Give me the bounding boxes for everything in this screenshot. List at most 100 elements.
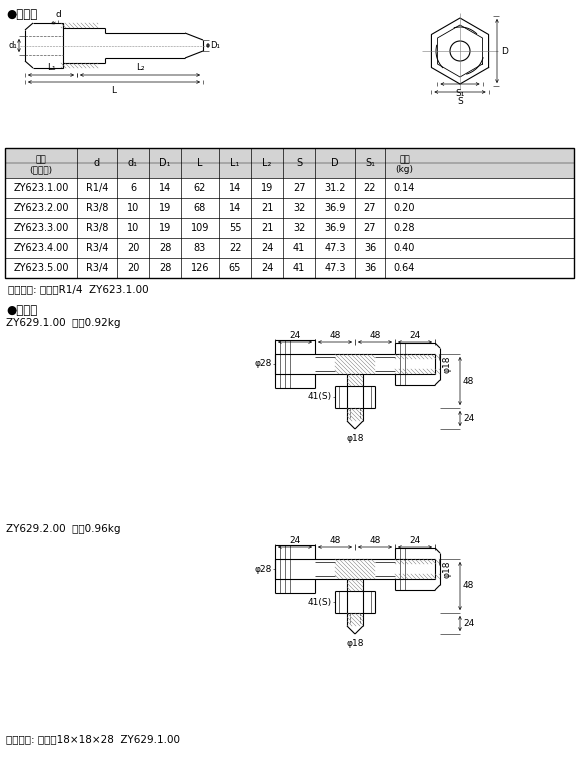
Text: L₁: L₁ <box>47 63 56 72</box>
Bar <box>5 148 574 178</box>
Text: φ18: φ18 <box>346 434 364 443</box>
Text: S₁: S₁ <box>455 89 465 98</box>
Text: R1/4: R1/4 <box>86 183 108 193</box>
Bar <box>5 238 77 258</box>
Text: 0.28: 0.28 <box>394 223 415 233</box>
Text: ZY623.1.00: ZY623.1.00 <box>13 183 69 193</box>
Bar <box>355 198 385 218</box>
Bar <box>181 198 219 218</box>
Text: S: S <box>457 97 463 106</box>
Bar <box>219 178 251 198</box>
Text: φ18: φ18 <box>443 560 452 577</box>
Bar <box>385 258 424 278</box>
Bar <box>315 258 355 278</box>
Text: 20: 20 <box>127 243 139 253</box>
Bar <box>181 178 219 198</box>
Bar <box>355 218 385 238</box>
Text: ZY629.2.00  重量0.96kg: ZY629.2.00 重量0.96kg <box>6 524 120 534</box>
Text: 47.3: 47.3 <box>324 243 346 253</box>
Text: 24: 24 <box>261 243 273 253</box>
Text: 36: 36 <box>364 243 376 253</box>
Text: 48: 48 <box>369 331 380 340</box>
Text: 83: 83 <box>194 243 206 253</box>
Text: d₁: d₁ <box>128 158 138 168</box>
Text: 24: 24 <box>261 263 273 273</box>
Bar <box>5 178 77 198</box>
Bar <box>283 178 315 198</box>
Bar <box>77 198 117 218</box>
Text: (订货号): (订货号) <box>30 165 53 174</box>
Text: 14: 14 <box>229 203 241 213</box>
Text: 68: 68 <box>194 203 206 213</box>
Text: d: d <box>55 10 61 19</box>
Text: 31.2: 31.2 <box>324 183 346 193</box>
Text: 109: 109 <box>191 223 209 233</box>
Text: 0.40: 0.40 <box>394 243 415 253</box>
Text: R3/8: R3/8 <box>86 203 108 213</box>
Bar <box>315 218 355 238</box>
Text: ZY623.5.00: ZY623.5.00 <box>13 263 69 273</box>
Text: 24: 24 <box>290 536 301 545</box>
Text: 24: 24 <box>463 414 474 423</box>
Bar <box>117 258 149 278</box>
Text: D₁: D₁ <box>159 158 171 168</box>
Bar <box>149 258 181 278</box>
Text: 24: 24 <box>409 536 420 545</box>
Bar <box>219 218 251 238</box>
Bar <box>5 148 574 278</box>
Text: 36.9: 36.9 <box>324 223 346 233</box>
Text: d₁: d₁ <box>8 41 17 50</box>
Text: 0.20: 0.20 <box>394 203 415 213</box>
Text: 55: 55 <box>229 223 241 233</box>
Text: R3/8: R3/8 <box>86 223 108 233</box>
Bar <box>117 238 149 258</box>
Bar <box>149 218 181 238</box>
Text: 65: 65 <box>229 263 241 273</box>
Text: R3/4: R3/4 <box>86 243 108 253</box>
Text: 19: 19 <box>261 183 273 193</box>
Text: 代号: 代号 <box>36 155 46 164</box>
Text: 10: 10 <box>127 203 139 213</box>
Text: 41: 41 <box>293 263 305 273</box>
Bar <box>5 218 77 238</box>
Text: (kg): (kg) <box>395 165 413 174</box>
Text: 0.14: 0.14 <box>394 183 415 193</box>
Text: ●管接头: ●管接头 <box>6 8 37 21</box>
Text: 22: 22 <box>229 243 241 253</box>
Text: 标记示例: 管接头18×18×28  ZY629.1.00: 标记示例: 管接头18×18×28 ZY629.1.00 <box>6 734 180 744</box>
Bar <box>219 258 251 278</box>
Bar <box>117 198 149 218</box>
Bar <box>283 258 315 278</box>
Text: 27: 27 <box>293 183 305 193</box>
Bar <box>385 178 424 198</box>
Text: 41: 41 <box>293 243 305 253</box>
Text: 标记示例: 管接头R1/4  ZY623.1.00: 标记示例: 管接头R1/4 ZY623.1.00 <box>8 284 149 294</box>
Text: φ18: φ18 <box>346 639 364 648</box>
Text: 48: 48 <box>463 377 474 385</box>
Text: L: L <box>197 158 203 168</box>
Bar <box>149 178 181 198</box>
Bar <box>385 218 424 238</box>
Text: D: D <box>331 158 339 168</box>
Bar <box>117 178 149 198</box>
Bar <box>219 238 251 258</box>
Text: L₁: L₁ <box>230 158 240 168</box>
Bar <box>5 258 77 278</box>
Bar <box>181 238 219 258</box>
Text: L₂: L₂ <box>135 63 144 72</box>
Text: 21: 21 <box>261 203 273 213</box>
Text: 14: 14 <box>229 183 241 193</box>
Bar <box>251 258 283 278</box>
Text: 47.3: 47.3 <box>324 263 346 273</box>
Text: φ28: φ28 <box>255 360 272 368</box>
Bar <box>315 238 355 258</box>
Text: 32: 32 <box>293 223 305 233</box>
Text: L: L <box>112 86 116 95</box>
Text: 19: 19 <box>159 203 171 213</box>
Text: 22: 22 <box>364 183 376 193</box>
Text: ZY623.2.00: ZY623.2.00 <box>13 203 69 213</box>
Bar <box>283 198 315 218</box>
Bar <box>5 198 77 218</box>
Bar <box>219 198 251 218</box>
Text: 36.9: 36.9 <box>324 203 346 213</box>
